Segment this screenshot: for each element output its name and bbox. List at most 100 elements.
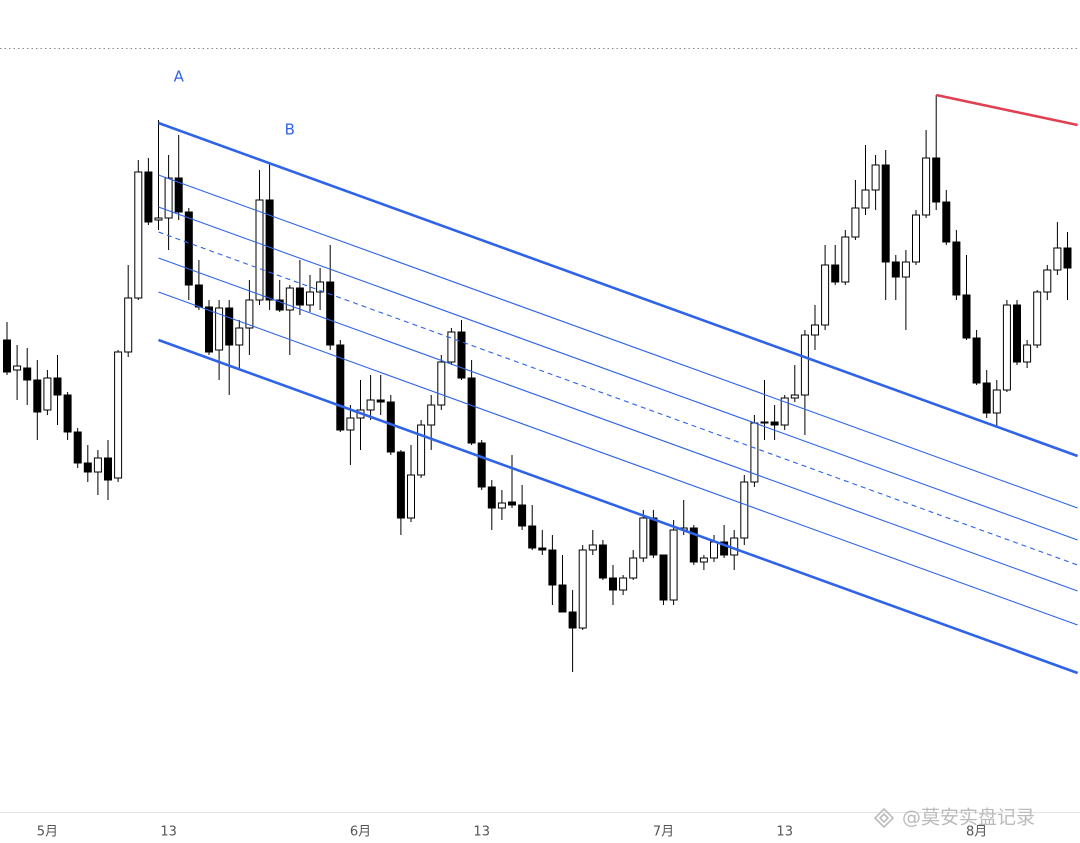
candle-body [821,264,830,326]
trend-line [158,257,1078,592]
candle-body [386,401,395,453]
x-tick-label: 6月 [350,825,371,840]
candle-body [43,377,52,411]
candle-body [720,541,729,556]
candle-body [851,207,860,238]
candle-body [447,331,456,363]
candle-body [265,199,274,301]
candle-body [922,157,931,216]
candle-body [1063,247,1072,269]
candle-body [538,547,547,551]
candle-body [942,201,951,243]
candle-body [235,327,244,346]
candle-body [326,281,335,346]
candle-body [639,517,648,559]
candle-body [558,584,567,613]
annotation-label: B [285,121,295,139]
candle-body [689,527,698,563]
candle-body [13,365,22,371]
candle-body [427,404,436,426]
candle-body [932,157,941,203]
candle-body [457,331,466,379]
candle-body [174,177,183,213]
candle-body [194,284,203,308]
candle-body [346,417,355,431]
candle-body [316,281,325,293]
candle-body [891,261,900,278]
candle-body [518,504,527,527]
candle-body [609,577,617,591]
trend-line [158,231,1078,566]
candle-body [124,297,133,353]
candle-body [982,382,991,414]
candle-body [1013,304,1021,363]
candle-body [396,451,405,519]
candle-body [811,324,819,336]
candle-body [154,217,163,221]
candle-body [467,377,476,444]
candle-body [790,394,799,399]
candle-body [225,307,234,346]
trend-line [935,93,1078,127]
x-tick-label: 13 [473,825,490,840]
candle-body [164,177,173,219]
candle-body [780,397,789,426]
candle-body [831,264,840,283]
candle-body [578,549,587,629]
candle-body [972,337,981,384]
candle-body [669,529,678,601]
candle-body [992,389,1001,414]
candle-body [407,474,415,519]
trend-line [158,291,1078,626]
candle-body [53,377,62,396]
candle-body [528,525,537,549]
candle-body [508,501,516,506]
candle-body [1033,291,1042,346]
candle-body [104,457,112,481]
candle-body [144,171,153,223]
candle-body [376,399,385,403]
candle-body [588,544,597,551]
trend-line [158,338,1079,675]
candle-body [255,199,264,301]
candle-body [568,611,577,629]
candle-body [285,287,294,311]
x-tick-label: 5月 [37,825,58,840]
candle-body [901,261,910,278]
candle-body [114,351,123,479]
x-tick-label: 7月 [653,825,674,840]
candle-body [245,299,254,329]
watermark: @莫安实盘记录 [902,807,1035,829]
annotation-label: A [174,68,185,86]
candle-body [1053,247,1062,271]
x-tick-label: 13 [776,825,793,840]
candle-body [699,557,708,563]
candle-body [871,164,880,191]
trend-line [158,174,1078,509]
candle-body [23,367,32,381]
candle-body [336,344,345,431]
candle-body [629,557,638,579]
trend-line [158,206,1078,541]
candle-body [760,421,769,424]
candle-body [134,171,143,299]
candle-body [881,164,890,263]
trend-line [158,121,1079,458]
candle-body [800,334,809,396]
candle-body [366,399,375,411]
candle-body [63,394,72,433]
candle-body [487,486,496,509]
x-tick-label: 13 [160,825,177,840]
candle-body [710,541,718,559]
candle-body [205,306,213,353]
candle-body [649,517,658,556]
candle-body [184,211,193,286]
candle-body [295,287,304,306]
candle-body [437,361,446,406]
candle-body [33,379,42,413]
candle-body [740,481,749,539]
candle-body [3,339,11,373]
candle-body [215,307,224,351]
candle-body [417,424,426,476]
candle-body [497,502,506,509]
